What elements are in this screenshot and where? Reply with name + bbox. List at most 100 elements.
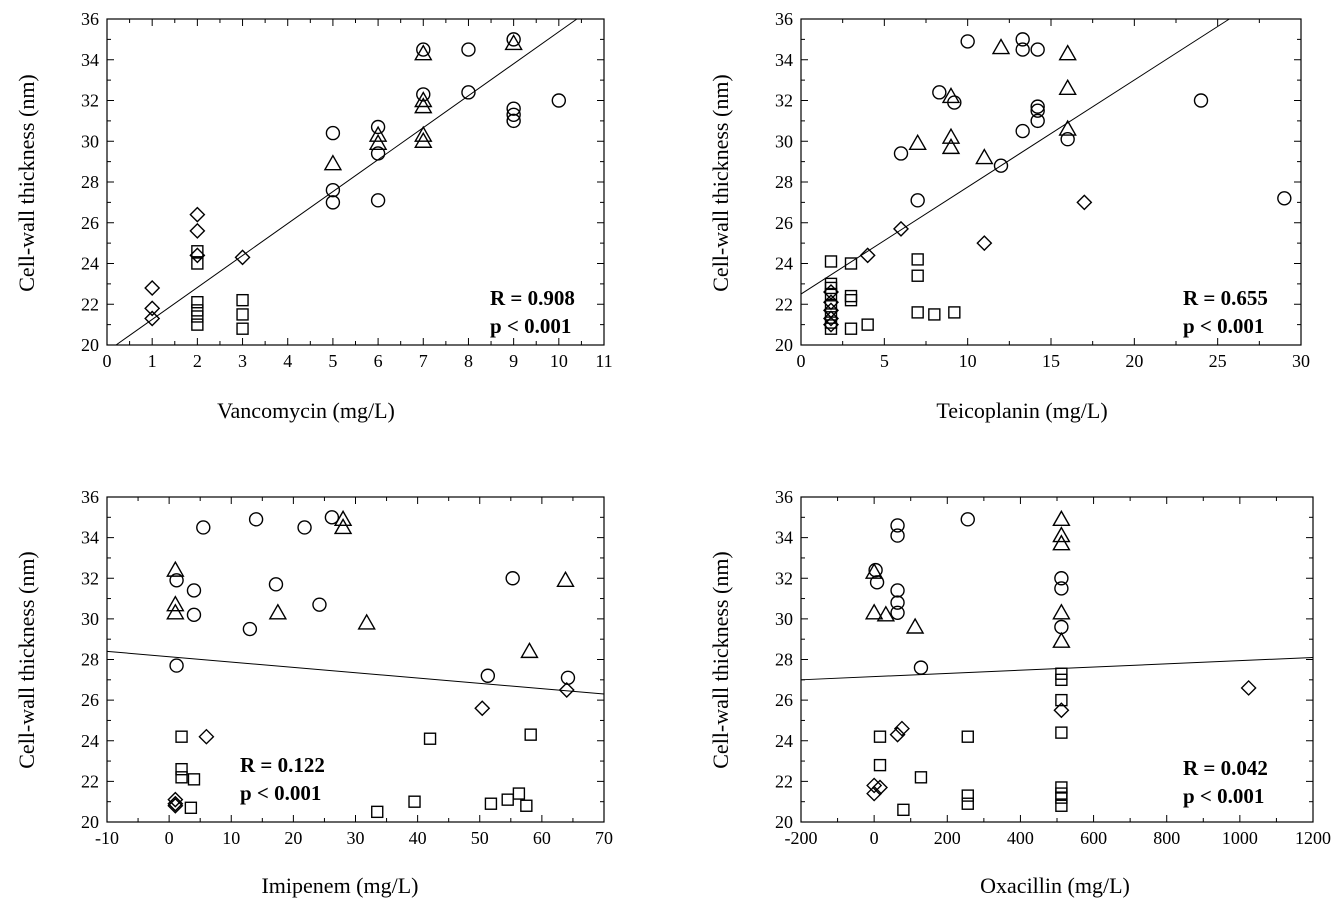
data-point-triangle — [520, 641, 539, 659]
data-point-triangle — [166, 560, 185, 577]
data-point-circle — [312, 597, 327, 612]
plot-frame — [106, 496, 605, 823]
data-point-circle — [169, 573, 184, 588]
panel-teicoplanin: Teicoplanin (mg/L) Cell-wall thickness (… — [708, 9, 1310, 423]
data-point-circle — [1193, 93, 1209, 108]
data-point-triangle — [991, 38, 1011, 55]
data-point-circle — [248, 512, 264, 527]
data-point-square — [844, 322, 858, 335]
y-tick-label: 32 — [81, 568, 99, 588]
x-tick-label: 15 — [1042, 351, 1060, 371]
data-point-square — [911, 269, 924, 282]
data-point-triangle — [1058, 44, 1077, 61]
data-point-square — [191, 257, 204, 270]
x-tick-label: 6 — [374, 351, 383, 371]
data-point-circle — [1030, 103, 1045, 118]
y-tick-label: 28 — [81, 172, 99, 192]
y-tick-label: 26 — [775, 690, 793, 710]
data-point-triangle — [1052, 526, 1071, 543]
data-point-square — [824, 255, 838, 268]
data-point-triangle — [1052, 534, 1071, 551]
p-value-label: p < 0.001 — [1183, 314, 1264, 338]
data-point-square — [236, 293, 249, 307]
data-point-square — [408, 795, 421, 808]
data-point-diamond — [167, 797, 184, 814]
x-tick-label: 9 — [509, 351, 518, 371]
y-tick-label: 22 — [775, 771, 793, 791]
data-point-square — [1055, 693, 1068, 707]
data-point-circle — [325, 125, 341, 141]
data-point-circle — [169, 658, 184, 673]
y-tick-label: 24 — [81, 254, 99, 274]
data-point-triangle — [1052, 603, 1071, 620]
y-axis-label: Cell-wall thickness (nm) — [14, 74, 39, 292]
data-point-circle — [560, 670, 576, 685]
panel-imipenem: Imipenem (mg/L) Cell-wall thickness (nm)… — [14, 487, 613, 898]
y-tick-label: 32 — [775, 91, 793, 111]
data-point-square — [187, 773, 201, 786]
x-axis-label: Vancomycin (mg/L) — [217, 398, 395, 423]
data-point-circle — [869, 575, 885, 590]
x-tick-label: -200 — [785, 828, 818, 848]
data-point-square — [191, 296, 204, 309]
data-point-square — [844, 289, 858, 303]
y-axis-label: Cell-wall thickness (nm) — [14, 551, 39, 769]
data-point-square — [371, 805, 384, 819]
data-point-circle — [890, 528, 905, 543]
data-point-square — [911, 253, 924, 266]
data-point-circle — [196, 520, 211, 535]
data-point-circle — [932, 85, 947, 100]
y-tick-label: 24 — [775, 731, 793, 751]
data-point-diamond — [189, 206, 206, 223]
y-tick-label: 22 — [81, 294, 99, 314]
data-point-diamond — [859, 247, 876, 264]
data-point-circle — [480, 668, 496, 683]
data-point-triangle — [1052, 509, 1071, 527]
data-point-diamond — [1240, 679, 1257, 696]
y-tick-label: 34 — [81, 50, 99, 70]
x-tick-label: 1 — [148, 351, 157, 371]
data-point-circle — [242, 621, 258, 637]
data-point-square — [1055, 799, 1068, 812]
data-point-circle — [506, 113, 521, 129]
data-point-diamond — [558, 681, 575, 698]
data-point-circle — [1030, 99, 1045, 114]
data-point-square — [236, 308, 249, 321]
x-tick-label: 10 — [222, 828, 240, 848]
data-point-circle — [910, 193, 925, 208]
data-point-circle — [506, 101, 521, 116]
data-point-circle — [186, 607, 202, 623]
data-point-triangle — [414, 44, 433, 61]
data-point-circle — [461, 42, 476, 57]
data-point-circle — [461, 85, 476, 100]
y-tick-label: 32 — [81, 91, 99, 111]
data-point-circle — [1060, 132, 1075, 147]
p-value-label: p < 0.001 — [490, 314, 571, 338]
panel-oxacillin: Oxacillin (mg/L) Cell-wall thickness (nm… — [708, 487, 1331, 898]
data-point-square — [191, 310, 204, 323]
r-value-label: R = 0.908 — [490, 286, 575, 310]
data-point-diamond — [189, 222, 206, 239]
x-tick-label: 5 — [880, 351, 889, 371]
data-point-diamond — [823, 316, 839, 333]
data-point-triangle — [414, 91, 433, 108]
y-tick-label: 20 — [81, 812, 99, 832]
p-value-label: p < 0.001 — [240, 781, 321, 805]
x-tick-label: 200 — [934, 828, 961, 848]
data-point-square — [524, 728, 537, 741]
data-point-square — [961, 789, 974, 802]
data-point-diamond — [866, 785, 883, 802]
data-point-square — [824, 287, 838, 301]
data-point-triangle — [368, 133, 388, 150]
data-point-triangle — [414, 131, 433, 148]
data-point-diamond — [1053, 702, 1070, 719]
x-tick-label: 30 — [347, 828, 365, 848]
data-point-circle — [268, 577, 284, 592]
data-point-square — [873, 730, 887, 743]
x-tick-label: 20 — [1125, 351, 1143, 371]
x-tick-label: 0 — [103, 351, 112, 371]
data-point-diamond — [872, 779, 888, 796]
data-point-square — [961, 797, 974, 810]
y-tick-label: 20 — [775, 812, 793, 832]
